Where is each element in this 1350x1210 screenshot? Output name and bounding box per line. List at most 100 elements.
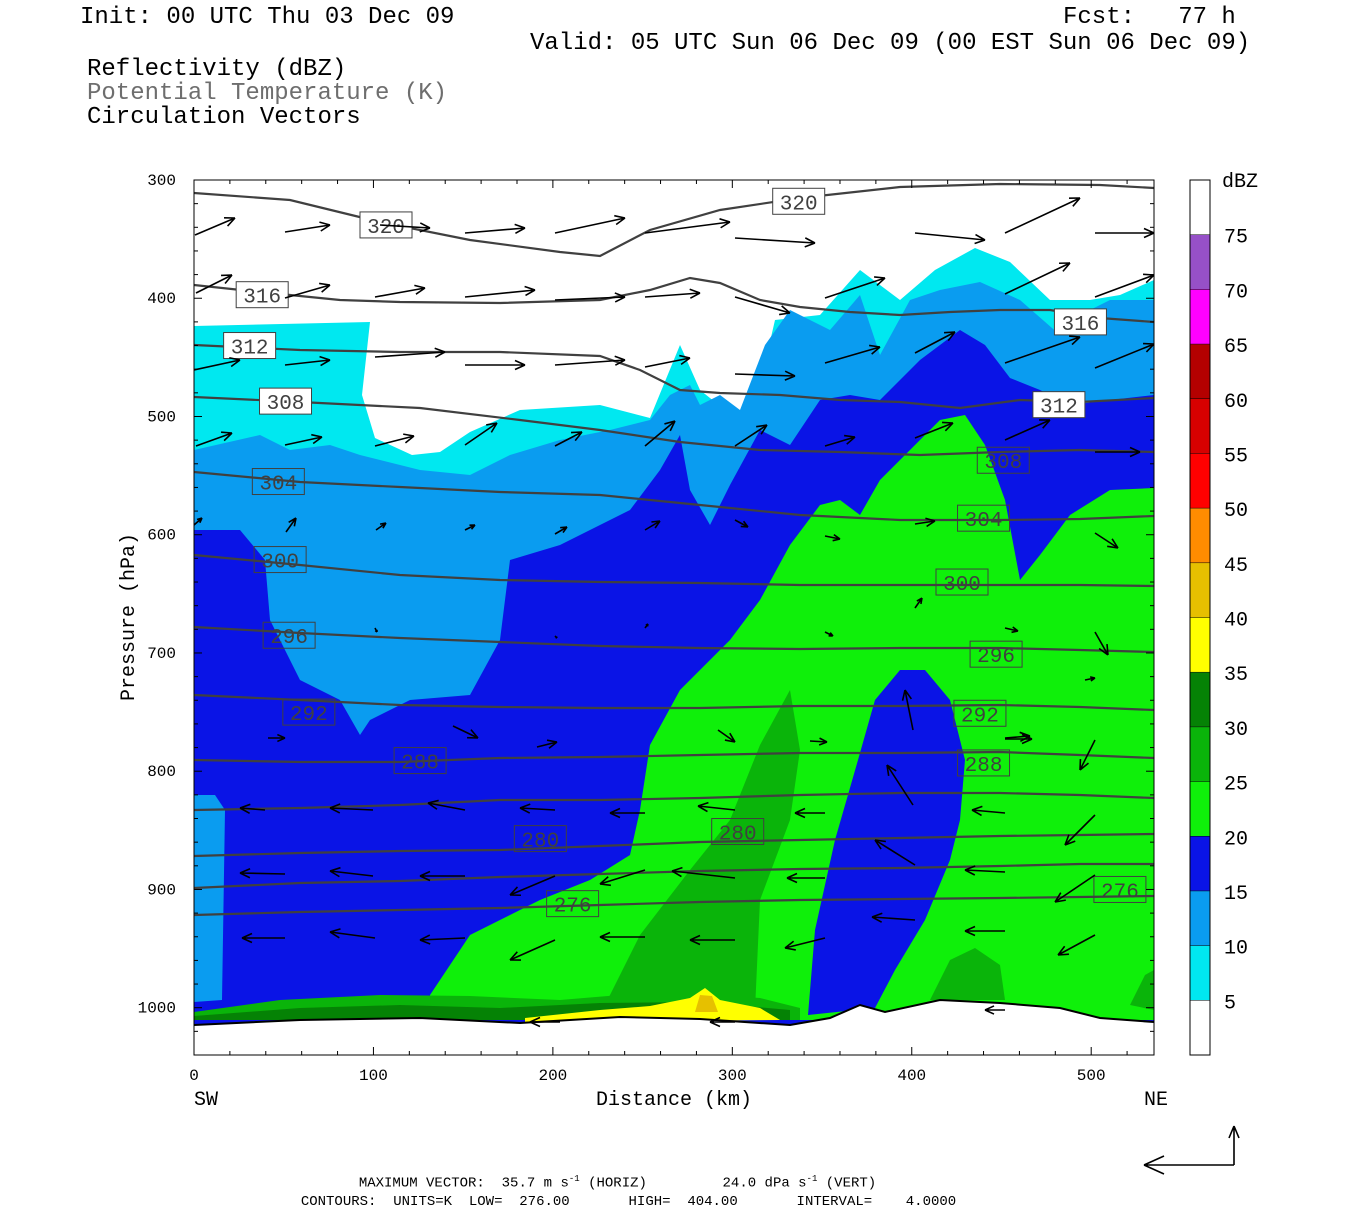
circulation-vector [717, 729, 736, 743]
theta-label: 304 [965, 510, 1003, 533]
circulation-vector [374, 347, 446, 358]
circulation-vector [1094, 631, 1109, 656]
colorbar-label: 75 [1224, 227, 1248, 250]
theta-label-box [235, 281, 289, 309]
x-tick-label: 400 [897, 1067, 926, 1085]
theta-line [194, 832, 1154, 858]
theta-label: 276 [1101, 881, 1139, 904]
theta-label-box [223, 332, 277, 360]
forecast-hour: Fcst: 77 h [1063, 4, 1236, 31]
circulation-vector [784, 937, 826, 951]
circulation-vector [419, 934, 466, 945]
y-tick-label: 500 [147, 408, 176, 426]
circulation-vector [268, 733, 286, 743]
theta-label: 316 [1062, 314, 1100, 337]
circulation-vector [284, 221, 331, 233]
contours-high: HIGH= 404.00 [628, 1194, 738, 1210]
circulation-vector [375, 522, 387, 531]
theta-line [194, 395, 1154, 457]
circulation-vector [1094, 532, 1119, 549]
colorbar-swatch [1190, 562, 1210, 618]
colorbar-label: 40 [1224, 610, 1248, 633]
theta-line [194, 862, 1154, 890]
contours-units: UNITS=K [393, 1194, 453, 1210]
circulation-vector [871, 912, 916, 923]
theta-label: 304 [259, 474, 297, 497]
colorbar-label: 30 [1224, 719, 1248, 742]
theta-label: 288 [965, 755, 1003, 778]
colorbar-label: 50 [1224, 500, 1248, 523]
x-left-label: SW [194, 1089, 218, 1112]
theta-label: 280 [521, 831, 559, 854]
max-vector-vert-exp: -1 [806, 1174, 818, 1184]
circulation-vector [194, 517, 203, 526]
circulation-vector [284, 433, 323, 446]
contours-line: CONTOURS: UNITS=K LOW= 276.00 HIGH= 404.… [284, 1178, 956, 1210]
field-reflectivity: Reflectivity (dBZ) [87, 56, 347, 83]
circulation-vector [734, 296, 791, 316]
plot-frame [193, 179, 1155, 1056]
colorbar-swatch [1190, 672, 1210, 727]
circulation-vector [554, 355, 626, 366]
y-tick-label: 1000 [138, 1000, 176, 1018]
colorbar-swatch [1190, 289, 1210, 345]
colorbar-swatch [1190, 781, 1210, 837]
theta-label-box [969, 640, 1023, 668]
theta-line [194, 693, 1154, 712]
theta-label-box [711, 818, 765, 846]
colorbar-label: 45 [1224, 555, 1248, 578]
x-tick-label: 0 [189, 1067, 199, 1085]
theta-label: 296 [270, 627, 308, 650]
y-tick-label: 400 [147, 290, 176, 308]
field-theta: Potential Temperature (K) [87, 80, 448, 107]
colorbar-label: 25 [1224, 774, 1248, 797]
theta-label-box [546, 890, 600, 918]
theta-label: 312 [231, 338, 269, 361]
y-axis-label: Pressure (hPa) [118, 533, 141, 701]
circulation-vector [379, 222, 431, 233]
circulation-vector [1004, 419, 1051, 441]
circulation-vector [1084, 676, 1096, 682]
circulation-vector [609, 807, 645, 819]
colorbar-label: 20 [1224, 828, 1248, 851]
circulation-vector [452, 725, 479, 739]
theta-label: 288 [401, 753, 439, 776]
theta-label-box [772, 187, 826, 215]
colorbar-swatch [1190, 344, 1210, 399]
colorbar-swatch [1190, 726, 1210, 782]
circulation-vector [644, 354, 691, 368]
theta-label-box [253, 546, 307, 574]
theta-label-box [393, 747, 447, 775]
circulation-vector [374, 284, 426, 298]
theta-label: 320 [367, 217, 405, 240]
colorbar-swatch-top [1190, 180, 1210, 235]
circulation-vector [464, 285, 536, 298]
circulation-vector [734, 370, 796, 381]
x-tick-label: 500 [1077, 1067, 1106, 1085]
colorbar-label: 5 [1224, 992, 1236, 1015]
circulation-vector [374, 627, 378, 633]
circulation-vector [239, 867, 286, 879]
refl-25-region [600, 690, 800, 1015]
circulation-vector [536, 739, 558, 749]
circulation-vector [1095, 227, 1154, 239]
circulation-vector [195, 431, 233, 447]
theta-label: 276 [554, 896, 592, 919]
theta-label-box [957, 504, 1011, 532]
circulation-vector [886, 764, 914, 806]
circulation-vector [465, 359, 526, 371]
circulation-vector [914, 232, 986, 245]
circulation-vector [1004, 731, 1031, 742]
y-tick-label: 300 [147, 172, 176, 190]
theta-line [194, 343, 1154, 410]
circulation-vector [554, 431, 583, 447]
contours-interval: INTERVAL= 4.0000 [796, 1194, 957, 1210]
theta-line [194, 750, 1154, 764]
circulation-vector [914, 597, 923, 609]
x-tick-label: 200 [538, 1067, 567, 1085]
circulation-vector [824, 276, 886, 299]
theta-label-box [282, 698, 336, 726]
circulation-vector [1004, 626, 1019, 634]
colorbar-label: 15 [1224, 883, 1248, 906]
theta-label: 312 [1040, 397, 1078, 420]
